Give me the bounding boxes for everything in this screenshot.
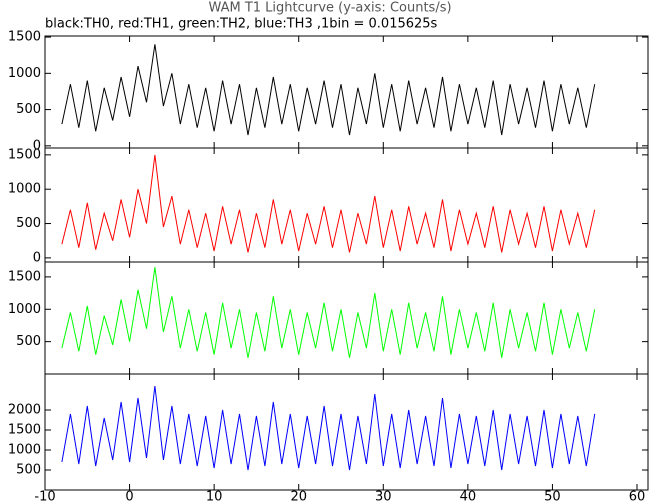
x-tick-label: 10 [206, 490, 223, 504]
y-tick-label: 2000 [8, 403, 41, 418]
y-tick-label: 1500 [8, 147, 41, 162]
y-tick-label: 1000 [8, 302, 41, 317]
y-tick-label: 1500 [8, 30, 41, 45]
x-tick-label: 20 [290, 490, 307, 504]
panel-frame [44, 35, 649, 149]
series-line [61, 267, 596, 358]
panel-frame [44, 261, 649, 375]
x-tick-label: -10 [34, 490, 55, 504]
y-tick-label: 500 [16, 334, 41, 349]
panel-frame [44, 373, 649, 491]
y-tick-label: 1000 [8, 182, 41, 197]
y-tick-label: 500 [16, 216, 41, 231]
y-tick-label: 1500 [8, 423, 41, 438]
y-tick-label: 0 [33, 138, 41, 153]
series-line [61, 154, 596, 253]
y-tick-label: 500 [16, 463, 41, 478]
x-tick-label: 0 [125, 490, 133, 504]
chart-title: WAM T1 Lightcurve (y-axis: Counts/s) [208, 1, 451, 16]
y-tick-label: 1000 [8, 66, 41, 81]
y-tick-label: 500 [16, 102, 41, 117]
y-tick-label: 1000 [8, 443, 41, 458]
x-tick-label: 50 [544, 490, 561, 504]
x-tick-label: 60 [629, 490, 646, 504]
series-line [61, 385, 596, 471]
y-tick-label: 0 [33, 250, 41, 265]
series-line [61, 44, 596, 136]
chart-subtitle: black:TH0, red:TH1, green:TH2, blue:TH3 … [45, 17, 438, 32]
x-tick-label: 40 [460, 490, 477, 504]
y-tick-label: 1500 [8, 269, 41, 284]
x-tick-label: 30 [375, 490, 392, 504]
